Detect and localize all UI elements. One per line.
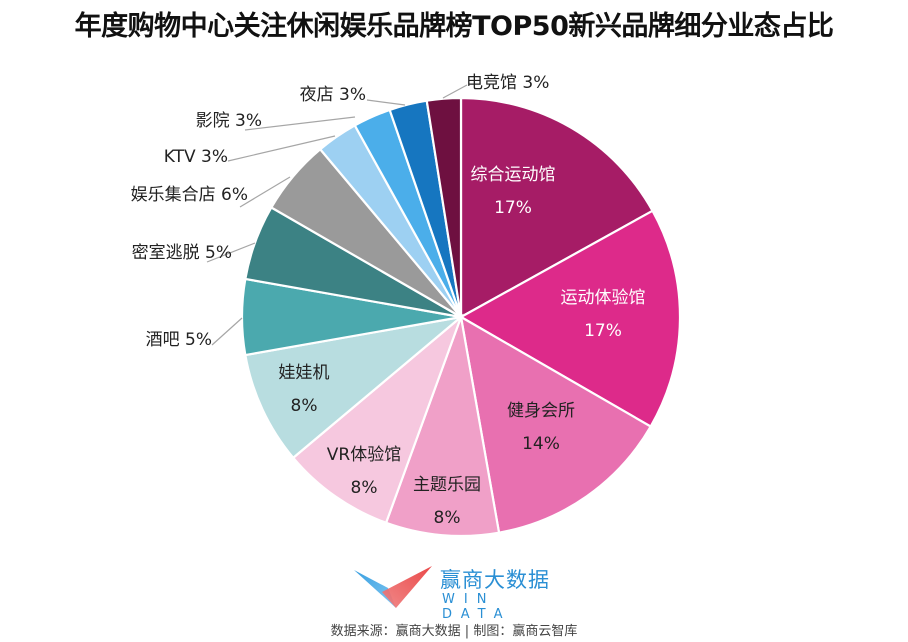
slice-percent: 8%	[434, 508, 461, 528]
slice-label: 综合运动馆	[471, 165, 556, 185]
slice-label: 健身会所	[507, 401, 575, 421]
source-footer: 数据来源：赢商大数据 | 制图：赢商云智库	[330, 624, 578, 639]
pie-slice	[459, 314, 653, 534]
pie-slice	[384, 312, 501, 538]
logo-wing-icon	[354, 566, 432, 608]
pie-chart: 综合运动馆 17% 运动体验馆 17% 健身会所 14% 主题乐园 8% VR体验馆 8% 娃娃机 8…	[131, 73, 682, 538]
leader-line	[227, 135, 336, 162]
slice-outer-label: 娱乐集合店 6%	[131, 185, 248, 205]
slice-label: 运动体验馆	[561, 288, 646, 308]
chart-title: 年度购物中心关注休闲娱乐品牌榜TOP50新兴品牌细分业态占比	[74, 11, 834, 42]
slice-percent: 17%	[494, 198, 532, 218]
leader-line	[211, 317, 243, 346]
leader-line	[206, 242, 256, 263]
slice-outer-label: 酒吧 5%	[146, 330, 212, 350]
slice-label: 娃娃机	[279, 363, 330, 383]
logo-name-cn: 赢商大数据	[440, 568, 550, 592]
windata-logo: 赢商大数据 WIN DATA	[352, 562, 562, 622]
pie-slice	[244, 315, 465, 460]
slice-outer-label: 影院 3%	[196, 111, 262, 131]
slice-outer-label: 密室逃脱 5%	[132, 243, 232, 263]
slice-label: 主题乐园	[413, 475, 481, 495]
slice-label: VR体验馆	[327, 445, 401, 465]
slice-outer-label: 电竞馆 3%	[466, 73, 549, 93]
logo-name-en: WIN DATA	[442, 592, 512, 622]
leader-line	[366, 99, 406, 106]
slice-outer-label: 夜店 3%	[300, 85, 366, 105]
slice-percent: 8%	[351, 478, 378, 498]
slice-percent: 8%	[291, 396, 318, 416]
pie-slice	[291, 313, 464, 525]
slice-outer-label: KTV 3%	[164, 147, 228, 167]
leader-line	[442, 84, 468, 99]
pie-slice	[459, 96, 655, 319]
leader-line	[244, 116, 356, 131]
slice-percent: 17%	[584, 321, 622, 341]
leader-line	[239, 176, 291, 208]
slice-percent: 14%	[522, 434, 560, 454]
pie-slice	[425, 96, 463, 318]
pie-slice	[458, 209, 682, 429]
